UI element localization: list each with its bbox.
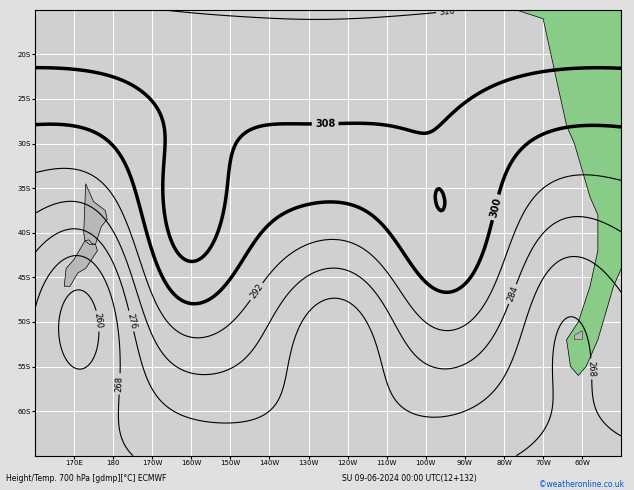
Text: 276: 276 (125, 312, 138, 330)
Polygon shape (0, 37, 8, 224)
Text: Height/Temp. 700 hPa [gdmp][°C] ECMWF: Height/Temp. 700 hPa [gdmp][°C] ECMWF (6, 474, 167, 483)
Text: 268: 268 (586, 361, 597, 377)
Text: 300: 300 (488, 196, 503, 219)
Text: 284: 284 (505, 285, 520, 303)
Polygon shape (84, 184, 107, 245)
Polygon shape (574, 331, 582, 340)
Text: 268: 268 (115, 376, 124, 392)
Text: 316: 316 (438, 6, 455, 17)
Text: 292: 292 (249, 282, 265, 300)
Polygon shape (64, 241, 98, 286)
Text: 260: 260 (93, 313, 104, 329)
Text: ©weatheronline.co.uk: ©weatheronline.co.uk (540, 480, 624, 489)
Text: 308: 308 (315, 119, 335, 129)
Polygon shape (516, 10, 621, 375)
Text: SU 09-06-2024 00:00 UTC(12+132): SU 09-06-2024 00:00 UTC(12+132) (342, 474, 477, 483)
